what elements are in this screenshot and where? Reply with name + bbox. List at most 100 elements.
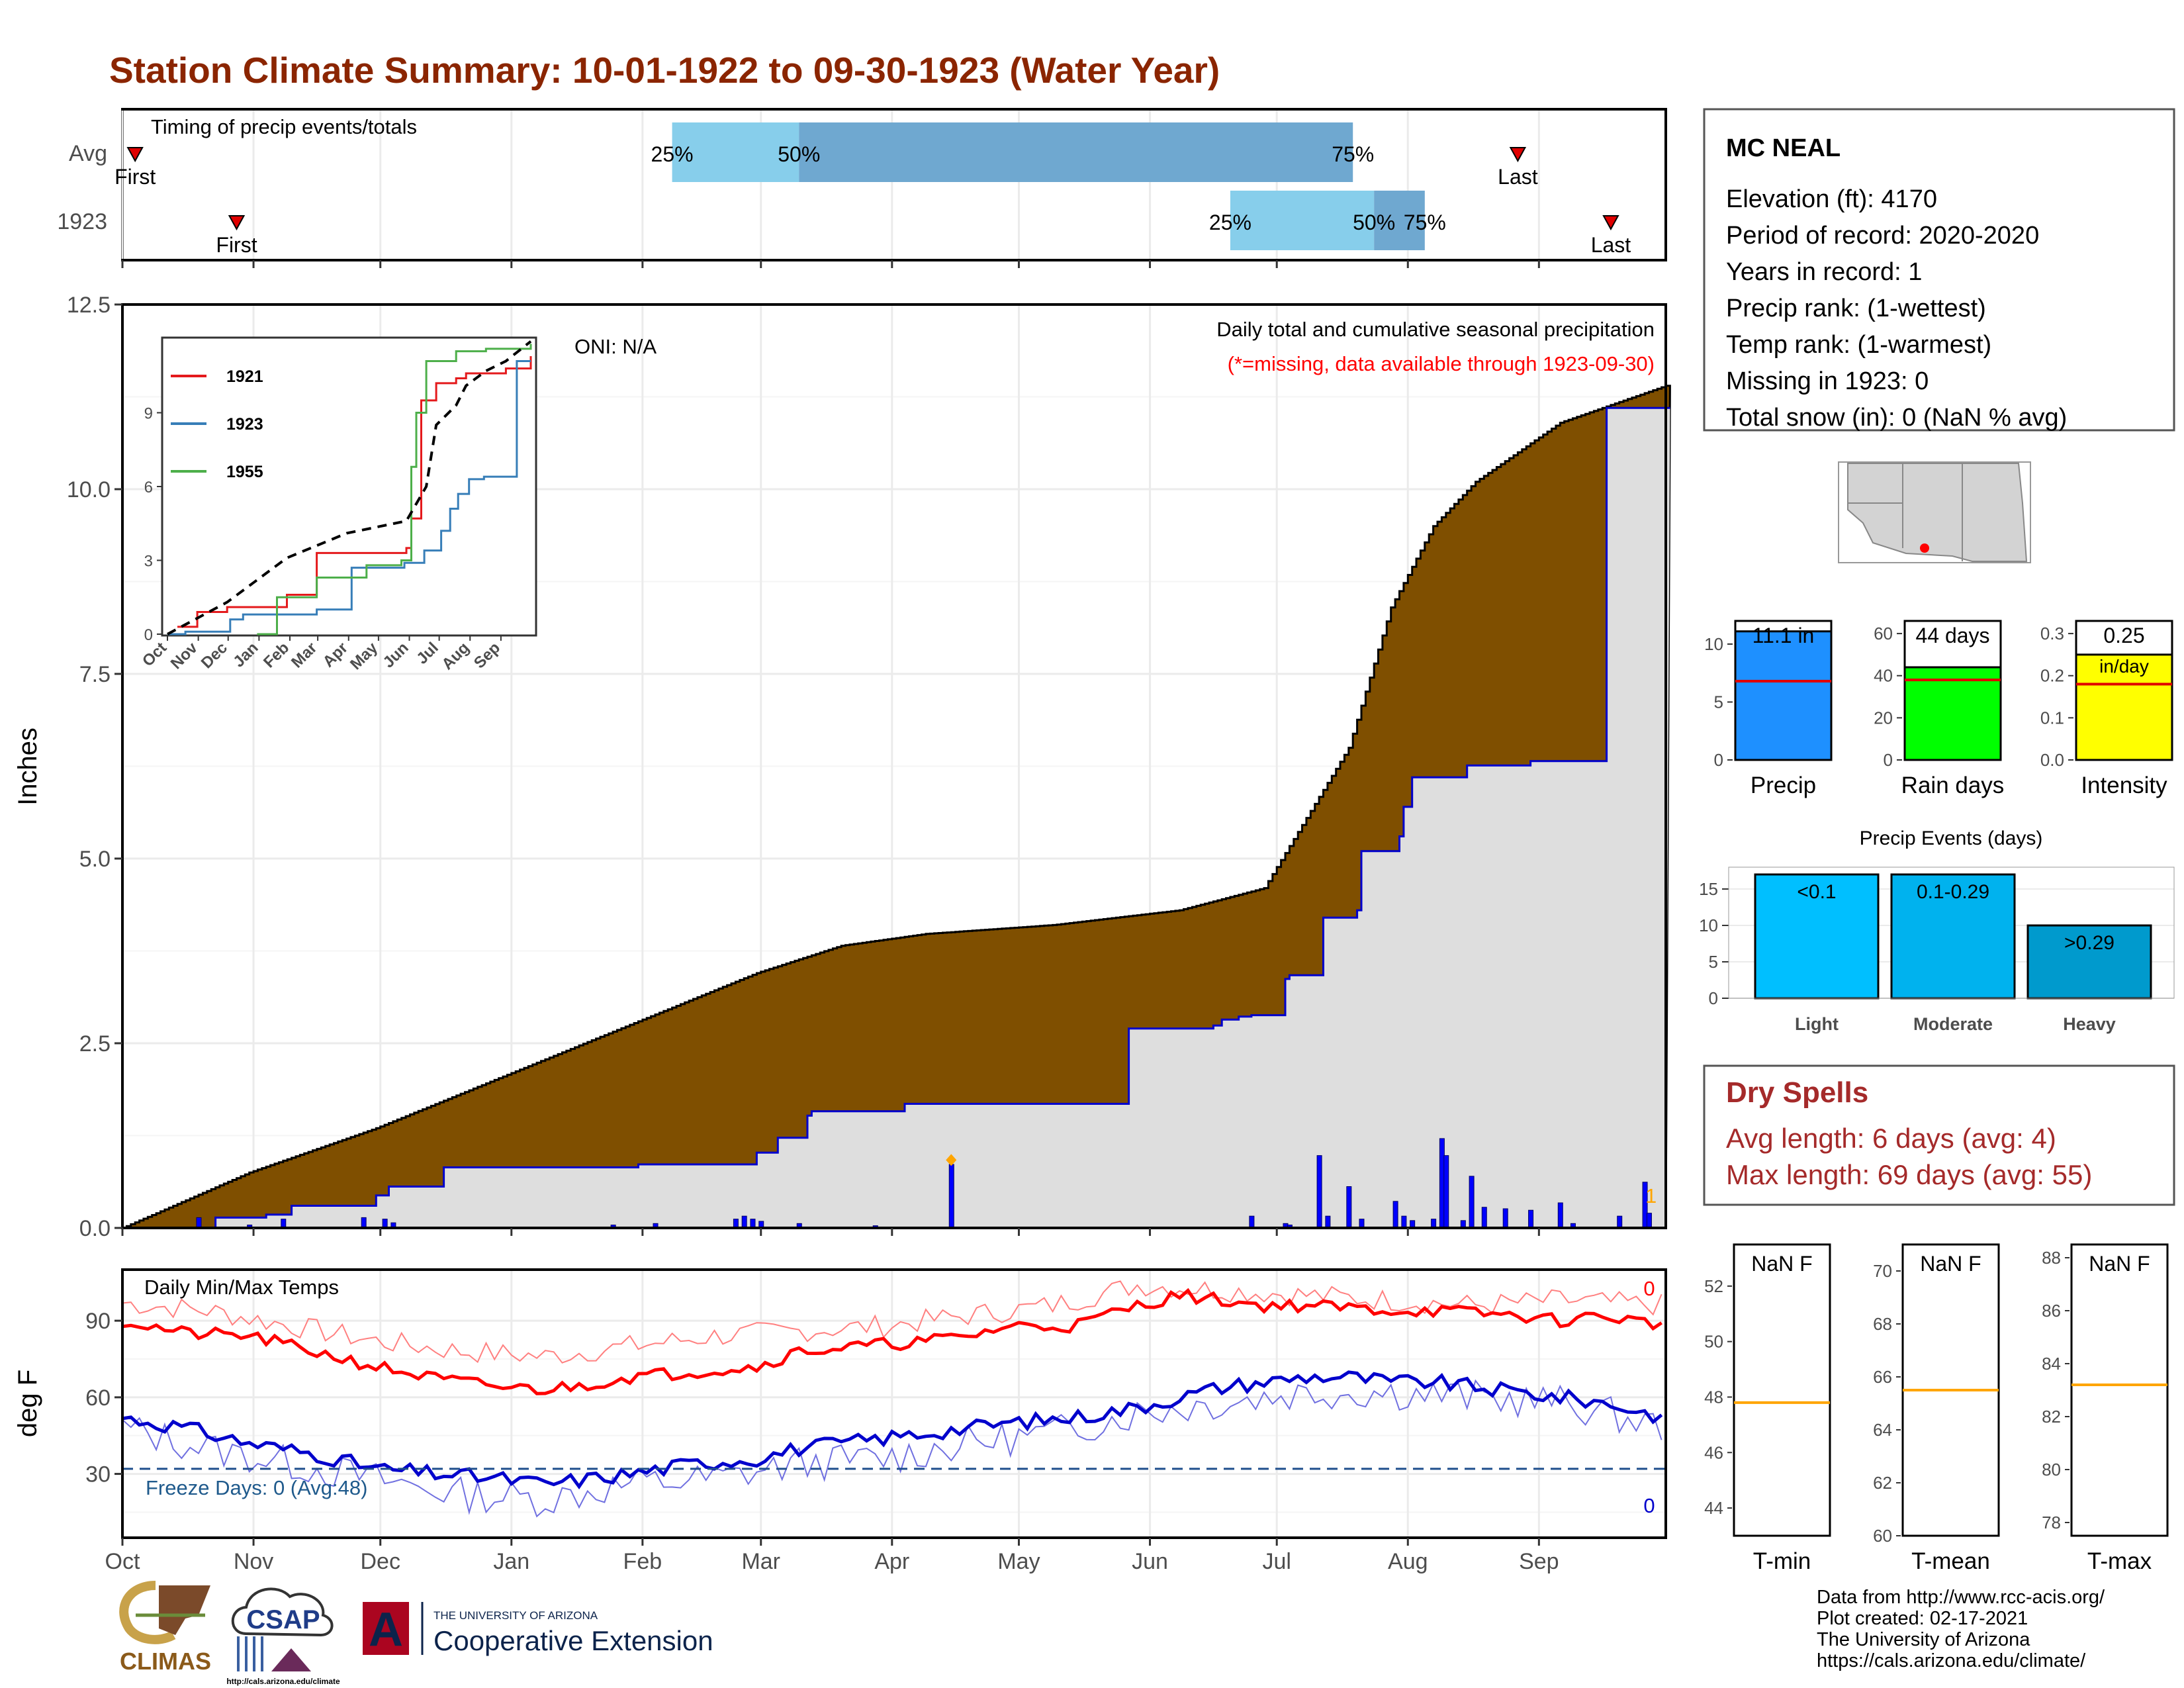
tbox-tick-label-1-1: 62 [1873,1473,1892,1493]
tbox-frame-2 [2070,1243,2169,1537]
daily-precip-bar-15 [1249,1215,1255,1229]
timing-last-label-1: Last [1591,233,1631,257]
summary-bar-tick-label-1-0: 0 [1884,750,1893,770]
tbox-value-0: NaN F [1751,1252,1812,1276]
timing-bars: 25% 50% 75% First Last 25% 50% 75% First Last [114,122,1631,257]
csap-logo-mountain [271,1648,311,1671]
summary-bar-text-0: 11.1 in [1752,624,1815,647]
timing-first-marker-0 [126,147,144,163]
daily-precip-bar-23 [1401,1215,1407,1229]
cumulative-1923-line [122,406,1670,1229]
summary-bar-tick-label-0-1: 5 [1714,692,1723,712]
map-region-shape [1847,463,2028,562]
summary-bar-tick-label-1-1: 20 [1874,708,1893,727]
footer-url: https://cals.arizona.edu/climate/ [1817,1650,2086,1671]
precip-plot [122,385,1671,1229]
month-label-Jan: Jan [493,1549,529,1574]
tbox-tick-label-0-4: 52 [1704,1276,1723,1296]
oni-label: ONI: N/A [574,335,657,358]
month-label-Sep: Sep [1519,1549,1559,1574]
station-name: MC NEAL [1726,134,1841,162]
month-label-Aug: Aug [1388,1549,1428,1574]
station-info-frame [1703,108,2175,432]
events-bar-light [1754,873,1880,1000]
missing-data-marker [946,1154,957,1166]
tbox-tick-label-1-2: 64 [1873,1420,1892,1440]
daily-precip-bar-29 [1469,1176,1475,1229]
temps-max-avg-line [122,1280,1662,1364]
events-bar-label-light: <0.1 [1797,881,1836,903]
precip-ytick-label-5: 12.5 [67,293,111,318]
inset-legend-label-1921: 1921 [226,367,263,386]
footer-credits: Data from http://www.rcc-acis.org/ Plot … [1817,1587,2105,1671]
tbox-tick-label-0-3: 50 [1704,1332,1723,1352]
events-tick-label-0: 0 [1709,988,1718,1008]
inset-legend-label-1923: 1923 [226,415,263,434]
summary-bar-text-2: 0.25 [2103,624,2144,647]
timing-bar-q1-0 [672,122,799,182]
csap-logo: CSAP http://cals.arizona.edu/climate [226,1587,340,1686]
timing-title: Timing of precip events/totals [151,115,417,138]
precip-frame-overlay [121,303,1667,1229]
inset-ytick-label-2: 6 [144,479,153,496]
footer-university: The University of Arizona [1817,1629,2030,1650]
temps-y-axis: 30 60 90 [85,1309,122,1487]
summary-bar-tick-label-2-3: 0.3 [2040,624,2064,643]
daily-precip-bar-18 [1316,1155,1322,1229]
daily-precip-bar-25 [1431,1219,1437,1229]
inset-ytick-label-3: 9 [144,405,153,423]
dry-spells-max: Max length: 69 days (avg: 55) [1726,1159,2092,1190]
timing-panel: 25% 50% 75% First Last 25% 50% 75% First Last Tim… [57,108,1667,268]
inset-frame [161,336,537,637]
freeze-days-label: Freeze Days: 0 (Avg:48) [146,1476,367,1499]
tbox-label-0: T-min [1753,1548,1811,1574]
inset-series-1955 [257,344,532,635]
summary-bar-text-1: 44 days [1915,624,1989,647]
ua-logo: A THE UNIVERSITY OF ARIZONA Cooperative … [363,1602,713,1656]
tbox-tick-label-2-2: 82 [2042,1407,2061,1427]
month-axis: Oct Nov Dec Jan Feb Mar Apr May Jun Jul Aug Sep [105,1228,1559,1574]
month-label-Feb: Feb [623,1549,662,1574]
daily-precip-bar-20 [1346,1186,1352,1229]
daily-precip-bar-22 [1392,1201,1398,1229]
temps-frame-overlay [121,1268,1667,1539]
precip-ytick-label-1: 2.5 [79,1031,111,1056]
tbox-tick-label-2-3: 84 [2042,1354,2061,1374]
inset-ytick-label-0: 0 [144,626,153,644]
summary-bar-tick-label-1-3: 60 [1874,624,1893,643]
footer-created: Plot created: 02-17-2021 [1817,1608,2028,1629]
tbox-tick-label-2-1: 80 [2042,1460,2061,1479]
precip-ytick-label-2: 5.0 [79,847,111,872]
station-precip-rank: Precip rank: (1-wettest) [1726,295,1986,322]
summary-bar-tick-label-2-2: 0.2 [2040,666,2064,686]
climas-logo-shape [159,1585,210,1635]
temps-max-count: 0 [1643,1277,1655,1300]
events-tick-label-1: 5 [1709,952,1718,972]
summary-bar-value-2 [2075,653,2173,761]
tbox-tick-label-0-2: 48 [1704,1387,1723,1407]
timing-label-25-0: 25% [651,142,694,166]
events-bar-label-moderate: 0.1-0.29 [1917,881,1989,903]
csap-logo-rain [237,1636,263,1671]
tbox-tick-label-2-4: 86 [2042,1301,2061,1321]
tbox-tick-label-2-5: 88 [2042,1248,2061,1268]
tbox-tick-label-1-4: 68 [1873,1314,1892,1334]
csap-logo-text: CSAP [246,1605,320,1634]
footer-data-source: Data from http://www.rcc-acis.org/ [1817,1587,2105,1608]
tbox-frame-0 [1733,1243,1831,1537]
timing-last-marker-0 [1509,147,1527,163]
events-tick-label-2: 10 [1699,915,1718,935]
summary-bar-label-2: Intensity [2081,773,2167,798]
daily-precip-bar-31 [1502,1208,1508,1229]
temps-min-avg-line [122,1379,1662,1518]
station-info-box: MC NEAL Elevation (ft): 4170 Period of r… [1703,108,2175,432]
temps-ytick-label-0: 30 [85,1462,111,1487]
inset-series-1923 [167,360,531,635]
timing-row-avg-label: Avg [69,141,107,166]
climas-logo-swirl [119,1581,176,1644]
station-missing: Missing in 1923: 0 [1726,367,1929,395]
temps-ytick-label-1: 60 [85,1385,111,1411]
temps-plot [122,1280,1666,1518]
temps-title: Daily Min/Max Temps [144,1276,339,1299]
